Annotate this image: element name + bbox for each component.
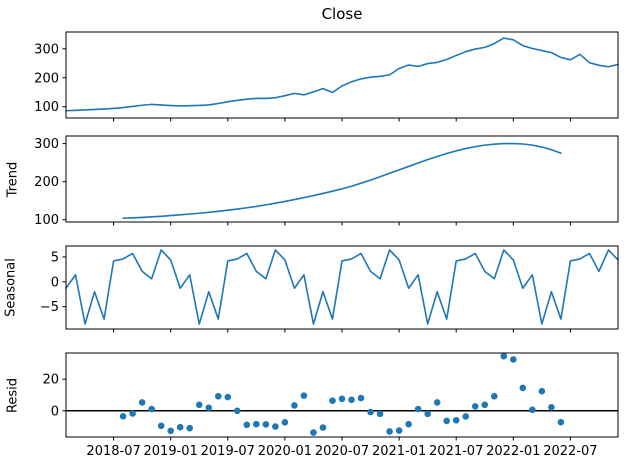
resid-point bbox=[424, 410, 431, 418]
resid-point bbox=[548, 404, 555, 411]
x-tick-label: 2021-01 bbox=[372, 444, 426, 459]
resid-point bbox=[338, 395, 346, 403]
resid-point bbox=[443, 417, 450, 425]
x-tick-label: 2020-01 bbox=[258, 444, 312, 459]
resid-point bbox=[262, 421, 270, 428]
seasonal-panel: −5 0 5 bbox=[40, 245, 619, 333]
x-tick-label: 2019-01 bbox=[144, 444, 198, 459]
y-tick-label: −5 bbox=[40, 300, 59, 315]
y-tick-label: 0 bbox=[51, 275, 59, 290]
x-tick-label: 2020-07 bbox=[315, 444, 369, 459]
resid-point bbox=[234, 407, 241, 415]
x-tick-label: 2018-07 bbox=[86, 444, 140, 459]
resid-frame bbox=[65, 352, 619, 438]
y-tick-label: 200 bbox=[34, 175, 59, 190]
resid-point bbox=[195, 401, 203, 409]
x-tick-label: 2022-01 bbox=[486, 444, 540, 459]
resid-point bbox=[348, 396, 355, 404]
resid-point bbox=[281, 419, 289, 426]
resid-point bbox=[319, 424, 327, 431]
y-tick-label: 100 bbox=[34, 213, 59, 228]
resid-point bbox=[490, 392, 498, 400]
x-tick-label: 2021-07 bbox=[429, 444, 483, 459]
seasonal-line bbox=[65, 249, 619, 325]
resid-point bbox=[224, 393, 232, 401]
y-tick-label: 0 bbox=[51, 404, 59, 419]
resid-point bbox=[119, 413, 127, 420]
trend-line bbox=[122, 142, 562, 219]
resid-point bbox=[500, 352, 508, 360]
resid-point bbox=[176, 423, 184, 431]
resid-point bbox=[300, 392, 308, 399]
y-tick-label: 200 bbox=[34, 71, 59, 86]
resid-point bbox=[395, 427, 403, 434]
resid-point bbox=[291, 402, 298, 409]
resid-point bbox=[214, 392, 222, 400]
resid-point bbox=[405, 420, 412, 428]
resid-point bbox=[243, 421, 251, 429]
y-tick-label: 300 bbox=[34, 42, 59, 57]
resid-point bbox=[148, 405, 155, 413]
y-tick-label: 20 bbox=[42, 373, 59, 388]
resid-point bbox=[376, 410, 384, 418]
y-tick-label: 300 bbox=[34, 137, 59, 152]
x-tick-label: 2019-07 bbox=[201, 444, 255, 459]
y-tick-label: 5 bbox=[51, 250, 59, 265]
resid-point bbox=[557, 418, 565, 426]
resid-point bbox=[310, 429, 317, 436]
trend-frame bbox=[65, 135, 619, 223]
observed-panel: 100 200 300 bbox=[34, 31, 619, 122]
resid-point bbox=[186, 424, 194, 432]
resid-point bbox=[386, 428, 393, 435]
resid-point bbox=[253, 420, 260, 428]
resid-points bbox=[119, 352, 565, 436]
resid-point bbox=[433, 399, 441, 406]
resid-point bbox=[129, 410, 136, 417]
chart-title: Close bbox=[321, 5, 363, 23]
resid-point bbox=[510, 356, 517, 363]
y-tick-label: 100 bbox=[34, 100, 59, 115]
resid-point bbox=[157, 422, 165, 430]
resid-point bbox=[272, 423, 279, 430]
resid-point bbox=[471, 403, 479, 410]
resid-point bbox=[329, 397, 336, 404]
resid-point bbox=[205, 404, 213, 412]
resid-point bbox=[529, 406, 536, 414]
resid-point bbox=[414, 405, 422, 413]
resid-point bbox=[167, 427, 174, 435]
resid-point bbox=[357, 394, 365, 402]
x-tick-label: 2022-07 bbox=[543, 444, 597, 459]
resid-point bbox=[367, 408, 374, 416]
resid-point bbox=[138, 399, 146, 406]
resid-point bbox=[452, 416, 460, 424]
resid-point bbox=[462, 413, 470, 420]
resid-point bbox=[519, 384, 527, 392]
observed-line bbox=[65, 37, 619, 112]
trend-panel: 100 200 300 bbox=[34, 135, 619, 228]
resid-point bbox=[481, 401, 489, 409]
resid-point bbox=[538, 387, 546, 395]
